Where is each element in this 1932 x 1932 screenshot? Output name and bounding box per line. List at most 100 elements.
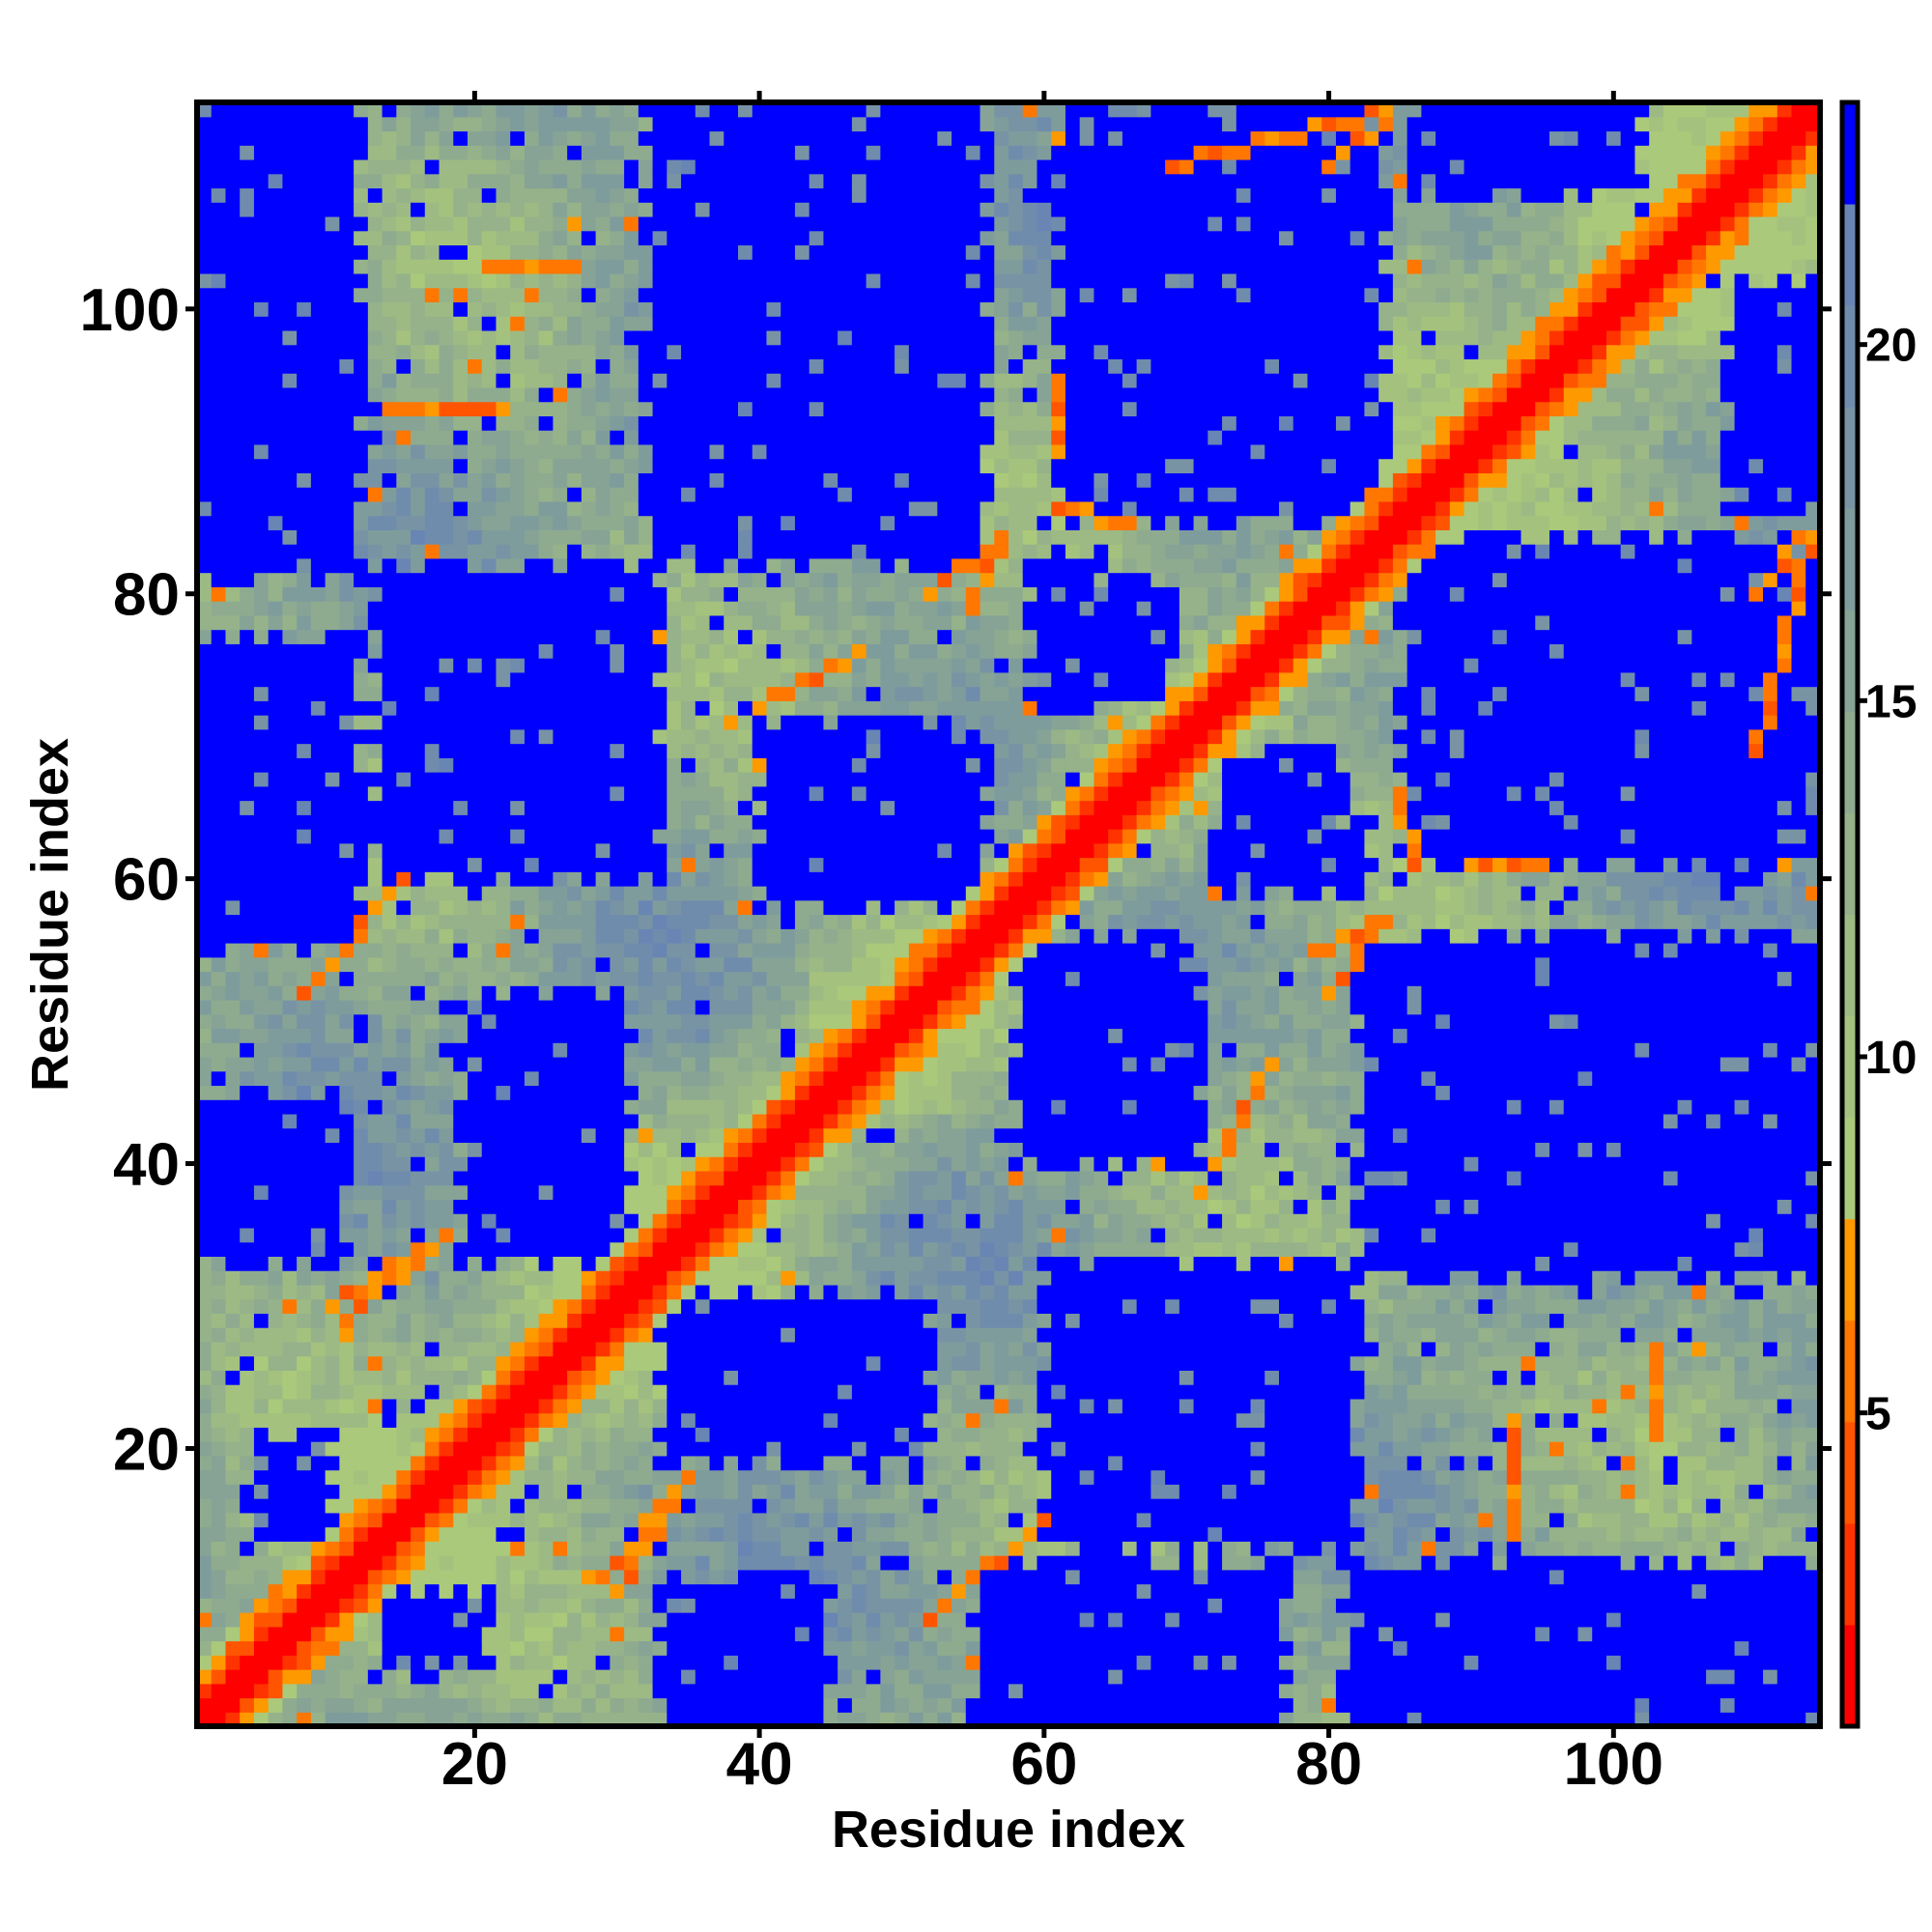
- heatmap-cell: [411, 1697, 426, 1713]
- heatmap-cell: [297, 842, 312, 859]
- heatmap-cell: [638, 1284, 654, 1300]
- heatmap-cell: [253, 1541, 270, 1556]
- heatmap-cell: [211, 785, 227, 802]
- heatmap-cell: [240, 173, 255, 189]
- heatmap-cell: [567, 1085, 582, 1100]
- heatmap-cell: [197, 743, 213, 758]
- heatmap-cell: [310, 202, 327, 217]
- heatmap-cell: [325, 158, 340, 175]
- heatmap-cell: [453, 601, 469, 616]
- heatmap-cell: [310, 1313, 327, 1328]
- heatmap-cell: [610, 215, 625, 232]
- heatmap-cell: [310, 373, 327, 388]
- heatmap-cell: [367, 430, 384, 445]
- heatmap-cell: [794, 671, 810, 688]
- heatmap-cell: [225, 215, 241, 232]
- heatmap-cell: [310, 814, 327, 830]
- heatmap-cell: [724, 1484, 739, 1499]
- heatmap-cell: [211, 857, 227, 872]
- heatmap-cell: [297, 743, 312, 758]
- heatmap-cell: [211, 472, 227, 488]
- heatmap-cell: [268, 187, 284, 203]
- heatmap-cells: [197, 102, 1821, 1727]
- heatmap-cell: [510, 102, 526, 118]
- heatmap-cell: [282, 1013, 298, 1030]
- heatmap-cell: [396, 1712, 412, 1727]
- heatmap-cell: [595, 629, 611, 644]
- heatmap-cell: [695, 529, 711, 545]
- heatmap-cell: [724, 1469, 739, 1485]
- heatmap-cell: [468, 658, 483, 673]
- heatmap-cell: [310, 1683, 327, 1699]
- heatmap-cell: [809, 1441, 825, 1457]
- heatmap-cell: [652, 1412, 668, 1428]
- heatmap-cell: [197, 728, 213, 745]
- heatmap-cell: [538, 301, 554, 317]
- heatmap-cell: [382, 487, 397, 502]
- heatmap-cell: [524, 1541, 540, 1556]
- heatmap-cell: [310, 529, 327, 545]
- heatmap-cell: [766, 743, 781, 758]
- heatmap-cell: [638, 1455, 654, 1471]
- heatmap-cell: [396, 785, 412, 802]
- heatmap-cell: [610, 1270, 625, 1286]
- heatmap-cell: [781, 158, 796, 175]
- heatmap-cell: [581, 1541, 597, 1556]
- heatmap-cell: [524, 1156, 540, 1172]
- heatmap-cell: [595, 272, 611, 289]
- heatmap-cell: [695, 472, 711, 488]
- heatmap-cell: [481, 757, 497, 773]
- heatmap-cell: [624, 1512, 639, 1528]
- heatmap-cell: [724, 942, 739, 958]
- heatmap-cell: [709, 942, 724, 958]
- heatmap-cell: [624, 928, 639, 944]
- heatmap-cell: [424, 743, 440, 758]
- heatmap-cell: [211, 572, 227, 587]
- heatmap-cell: [738, 1298, 753, 1314]
- heatmap-cell: [794, 173, 810, 189]
- heatmap-cell: [253, 158, 270, 175]
- heatmap-cell: [610, 800, 625, 815]
- heatmap-cell: [240, 515, 255, 530]
- heatmap-cell: [211, 586, 227, 602]
- heatmap-cell: [282, 658, 298, 673]
- heatmap-cell: [553, 1199, 568, 1214]
- heatmap-cell: [695, 287, 711, 303]
- heatmap-cell: [310, 614, 327, 631]
- heatmap-cell: [695, 1555, 711, 1571]
- heatmap-cell: [567, 1712, 582, 1727]
- heatmap-cell: [325, 173, 340, 189]
- heatmap-cell: [411, 443, 426, 460]
- heatmap-cell: [211, 1612, 227, 1628]
- heatmap-cell: [794, 629, 810, 644]
- heatmap-cell: [709, 1484, 724, 1499]
- heatmap-cell: [481, 500, 497, 517]
- heatmap-cell: [709, 1284, 724, 1300]
- heatmap-cell: [610, 1712, 625, 1727]
- heatmap-cell: [595, 1313, 611, 1328]
- heatmap-cell: [553, 629, 568, 644]
- heatmap-cell: [794, 316, 810, 331]
- heatmap-cell: [624, 1498, 639, 1514]
- heatmap-cell: [310, 344, 327, 360]
- heatmap-cell: [282, 1355, 298, 1371]
- heatmap-cell: [382, 1013, 397, 1030]
- heatmap-cell: [738, 1256, 753, 1271]
- heatmap-cell: [496, 1569, 511, 1585]
- heatmap-cell: [382, 500, 397, 517]
- heatmap-cell: [581, 1042, 597, 1058]
- heatmap-cell: [424, 301, 440, 317]
- heatmap-cell: [382, 1412, 397, 1428]
- heatmap-cell: [681, 472, 696, 488]
- heatmap-cell: [766, 1598, 781, 1613]
- heatmap-cell: [794, 1199, 810, 1214]
- heatmap-cell: [339, 800, 355, 815]
- heatmap-cell: [581, 1697, 597, 1713]
- heatmap-cell: [752, 515, 768, 530]
- heatmap-cell: [724, 230, 739, 246]
- heatmap-cell: [752, 1626, 768, 1642]
- heatmap-cell: [667, 686, 682, 701]
- heatmap-cell: [197, 1042, 213, 1058]
- heatmap-cell: [610, 1441, 625, 1457]
- heatmap-cell: [709, 1669, 724, 1685]
